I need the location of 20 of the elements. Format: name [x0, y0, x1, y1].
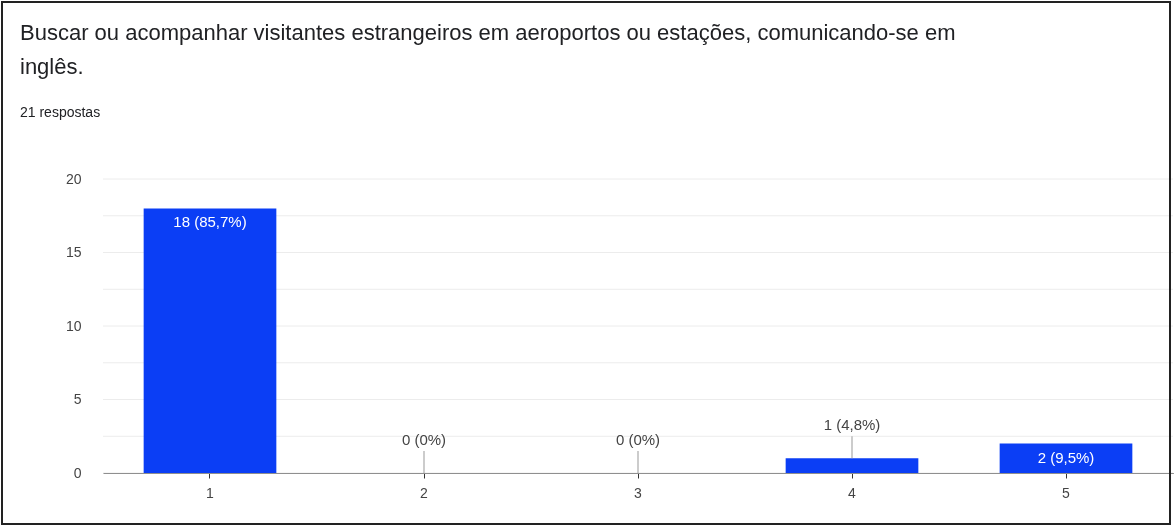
y-tick-label: 5: [73, 391, 82, 407]
x-tick-label: 1: [206, 484, 215, 501]
chart-subtitle: 21 respostas: [20, 104, 101, 120]
data-label: 2 (9,5%): [1037, 448, 1095, 466]
data-label: 0 (0%): [401, 431, 447, 448]
x-tick-label: 3: [634, 484, 643, 501]
chart-title: Buscar ou acompanhar visitantes estrangeiros em aeroportos ou estações, comunicando-se em inglês.: [20, 19, 957, 81]
bar: [785, 458, 919, 473]
y-tick-label: 20: [65, 170, 82, 187]
data-label: 0 (0%): [615, 431, 661, 448]
bar: [143, 208, 277, 473]
y-tick-label: 15: [65, 244, 82, 260]
data-label: 1 (4,8%): [823, 416, 881, 434]
x-tick-label: 5: [1062, 484, 1071, 501]
bar: [999, 443, 1133, 473]
x-tick-label: 4: [848, 484, 857, 501]
x-tick-label: 2: [420, 484, 429, 501]
data-label: 18 (85,7%): [173, 213, 247, 231]
y-tick-label: 0: [73, 464, 82, 481]
y-tick-label: 10: [65, 317, 82, 334]
